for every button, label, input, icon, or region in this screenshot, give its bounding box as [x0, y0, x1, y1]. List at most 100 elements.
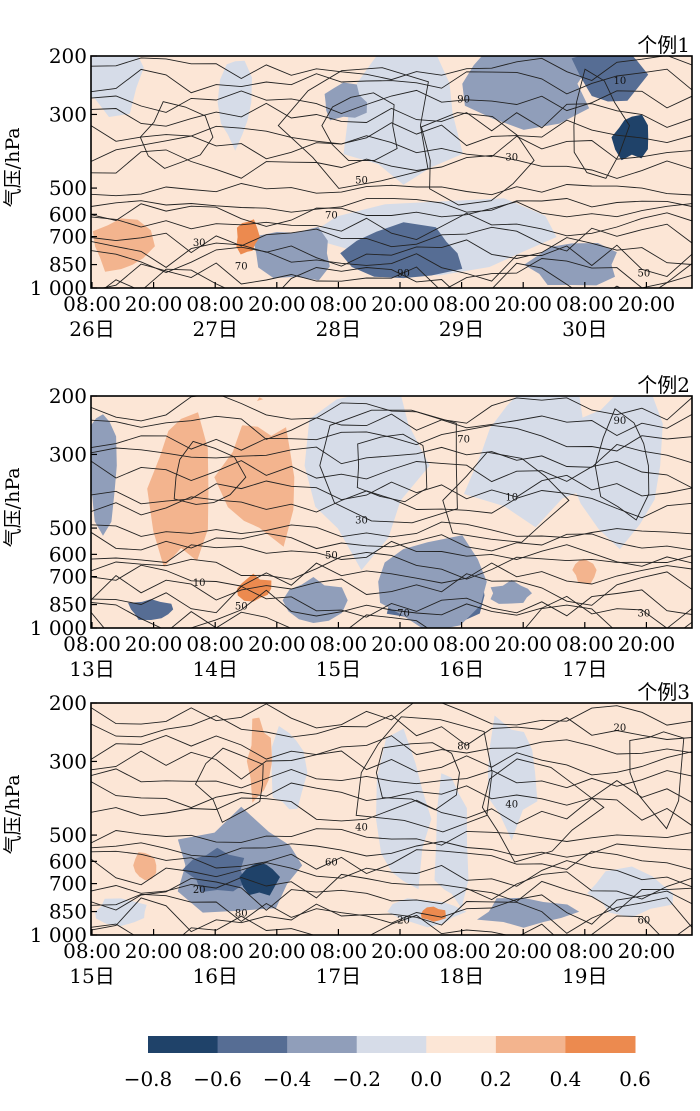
- contour-line: [91, 413, 692, 440]
- anomaly-patch: [434, 773, 469, 909]
- contour-line: [91, 571, 692, 606]
- y-tick-label: 1 000: [30, 276, 87, 300]
- x-tick-time-label: 20:00: [248, 939, 306, 963]
- contour-line: [319, 409, 458, 524]
- anomaly-patch: [571, 56, 649, 102]
- contour-line: [91, 750, 692, 780]
- contour-line: [629, 731, 685, 830]
- panels: 305070901030507090个例12003005006007008501…: [2, 33, 693, 988]
- x-tick-time-label: 20:00: [125, 292, 183, 316]
- contour-label: 90: [614, 416, 627, 427]
- y-tick-label: 300: [49, 442, 87, 466]
- contour-line: [139, 101, 214, 169]
- x-tick-time-label: 08:00: [310, 292, 368, 316]
- x-tick-time-label: 20:00: [248, 292, 306, 316]
- anomaly-patch: [564, 396, 663, 550]
- contour-line: [594, 408, 650, 521]
- plot-frame: [90, 55, 693, 289]
- contour-line: [91, 212, 692, 240]
- contour-label: 50: [325, 550, 338, 561]
- colorbar-tick-label: 0.2: [480, 1067, 512, 1091]
- contour-label: 70: [397, 608, 410, 619]
- panel-3: 204060802040608020个例32003005006007008501…: [2, 680, 693, 988]
- colorbar-swatch: [148, 1036, 219, 1053]
- x-tick-time-label: 08:00: [433, 632, 491, 656]
- contour-line: [91, 871, 692, 901]
- contour-line: [573, 68, 630, 179]
- x-tick-time-label: 08:00: [186, 632, 244, 656]
- contour-label: 70: [325, 210, 338, 221]
- contour-line: [91, 703, 692, 729]
- contour-line: [91, 521, 692, 539]
- contour-line: [91, 201, 692, 227]
- x-tick-time-label: 20:00: [248, 632, 306, 656]
- x-tick-time-label: 20:00: [125, 632, 183, 656]
- panel-title: 个例1: [637, 33, 690, 57]
- contour-label: 60: [325, 857, 338, 868]
- anomaly-patch: [214, 397, 295, 547]
- contour-label: 20: [614, 723, 627, 734]
- contour-line: [91, 183, 692, 197]
- contour-lines: [91, 703, 692, 935]
- x-tick-day-label: 17日: [562, 657, 607, 681]
- contour-line: [91, 768, 692, 789]
- x-tick-time-label: 08:00: [63, 939, 121, 963]
- anomaly-patch: [376, 728, 432, 890]
- contour-line: [91, 68, 692, 95]
- contour-line: [91, 102, 692, 132]
- y-axis-label: 气压/hPa: [2, 774, 24, 854]
- anomaly-patch: [463, 396, 602, 528]
- contour-label: 80: [235, 908, 248, 919]
- panel-title: 个例2: [637, 373, 690, 397]
- y-tick-label: 200: [49, 384, 87, 408]
- y-tick-label: 200: [49, 44, 87, 68]
- y-tick-label: 1 000: [30, 923, 87, 947]
- colorbar-swatch: [287, 1036, 358, 1053]
- x-tick-day-label: 27日: [192, 317, 237, 341]
- y-tick-label: 700: [49, 225, 87, 249]
- contour-line: [91, 897, 692, 934]
- anomaly-patch: [246, 717, 273, 803]
- contour-label: 10: [505, 492, 518, 503]
- contour-line: [100, 258, 692, 288]
- x-tick-time-label: 20:00: [618, 632, 676, 656]
- x-tick-time-label: 08:00: [63, 292, 121, 316]
- contour-labels: 10 30 50 70 90 10 30 50 70: [193, 416, 650, 620]
- x-tick-day-label: 29日: [439, 317, 484, 341]
- contour-label: 30: [193, 238, 206, 249]
- contour-line: [91, 460, 692, 489]
- anomaly-patch: [651, 63, 687, 271]
- y-tick-label: 850: [49, 253, 87, 277]
- x-tick-time-label: 08:00: [556, 939, 614, 963]
- contour-line: [91, 890, 692, 925]
- x-tick-time-label: 20:00: [494, 292, 552, 316]
- colorbar-tick-label: 0.4: [550, 1067, 582, 1091]
- x-tick-day-label: 16日: [439, 657, 484, 681]
- colorbar-swatch: [356, 1036, 427, 1053]
- y-tick-label: 500: [49, 176, 87, 200]
- y-tick-label: 600: [49, 542, 87, 566]
- contour-label: 50: [235, 601, 248, 612]
- contour-line: [420, 112, 535, 206]
- x-tick-time-label: 08:00: [186, 939, 244, 963]
- anomaly-patch: [477, 897, 580, 928]
- contour-line: [91, 89, 692, 114]
- contour-label: 30: [638, 608, 651, 619]
- contour-label: 20: [397, 915, 410, 926]
- x-tick-day-label: 16日: [192, 964, 237, 988]
- x-tick-time-label: 20:00: [125, 939, 183, 963]
- y-tick-label: 600: [49, 202, 87, 226]
- anomaly-patch: [587, 866, 674, 918]
- contour-lines: [91, 56, 692, 288]
- colorbar-tick-label: −0.2: [332, 1067, 381, 1091]
- anomaly-patch: [133, 852, 157, 881]
- contour-line: [91, 714, 692, 746]
- contour-label: 90: [457, 94, 470, 105]
- contour-line: [481, 758, 605, 863]
- colorbar-tick-label: −0.8: [124, 1067, 173, 1091]
- contour-line: [91, 135, 692, 162]
- contour-line: [91, 444, 692, 468]
- colorbar-tick-label: −0.6: [193, 1067, 242, 1091]
- contour-line: [91, 531, 692, 552]
